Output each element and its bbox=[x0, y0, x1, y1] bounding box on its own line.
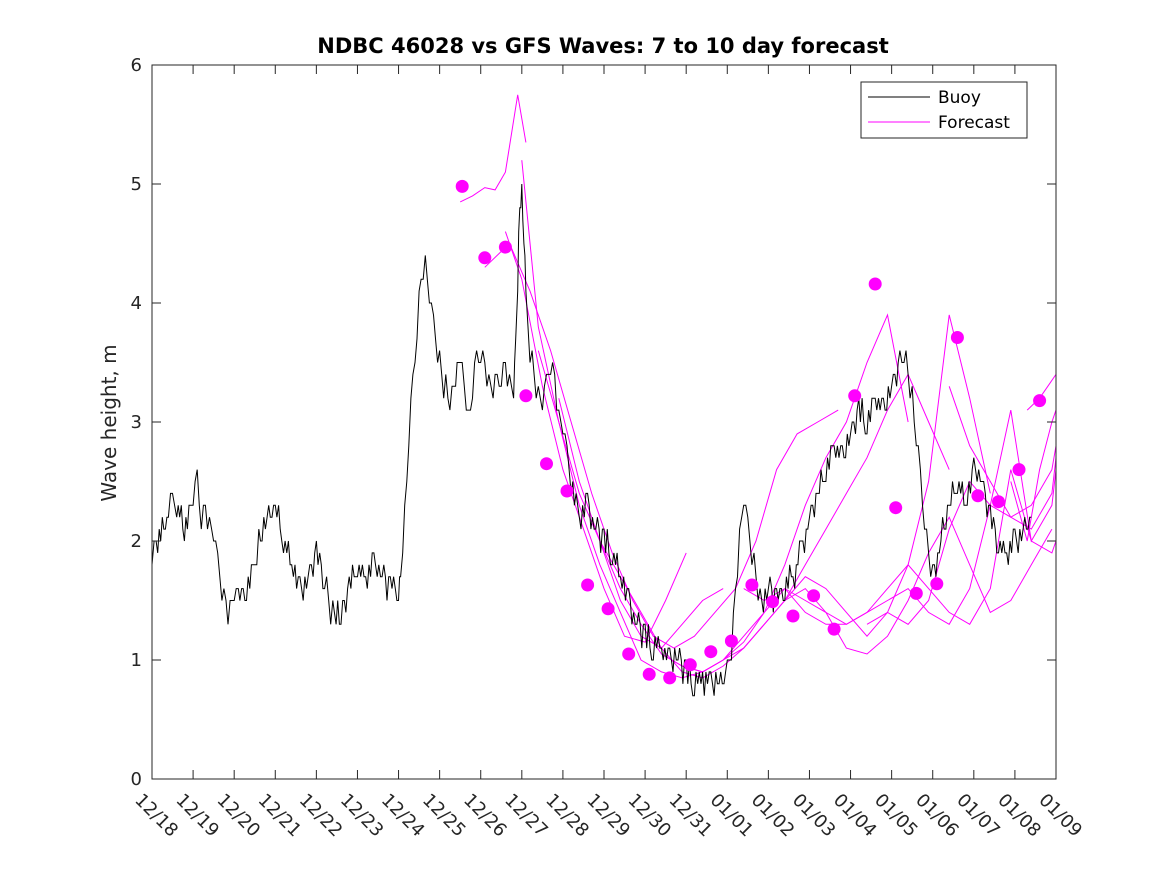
x-tick-label: 12/23 bbox=[336, 790, 388, 842]
y-tick-label: 0 bbox=[131, 769, 142, 790]
forecast-point bbox=[724, 634, 738, 648]
legend-box bbox=[860, 81, 1028, 139]
y-tick-label: 3 bbox=[131, 412, 142, 433]
forecast-line bbox=[459, 94, 527, 203]
chart-title: NDBC 46028 vs GFS Waves: 7 to 10 day for… bbox=[317, 34, 888, 58]
forecast-point bbox=[807, 589, 821, 603]
forecast-point bbox=[909, 586, 923, 600]
x-tick-label: 12/25 bbox=[418, 790, 470, 842]
series-layer bbox=[151, 94, 1057, 697]
x-tick-label: 01/07 bbox=[952, 790, 1004, 842]
forecast-point bbox=[786, 609, 800, 623]
forecast-line bbox=[1010, 409, 1057, 542]
forecast-line bbox=[743, 469, 1057, 625]
forecast-point bbox=[478, 251, 492, 265]
forecast-point bbox=[642, 667, 656, 681]
forecast-line bbox=[537, 313, 909, 679]
forecast-point bbox=[704, 645, 718, 659]
forecast-point bbox=[540, 457, 553, 471]
x-tick-label: 12/26 bbox=[459, 790, 511, 842]
x-tick-label: 01/04 bbox=[829, 790, 881, 842]
x-tick-label: 12/30 bbox=[624, 790, 676, 842]
y-axis: 0 1 2 3 4 5 6 bbox=[131, 55, 1056, 790]
forecast-point bbox=[889, 501, 903, 515]
forecast-point bbox=[868, 277, 882, 291]
forecast-point bbox=[683, 658, 697, 672]
forecast-point bbox=[745, 578, 759, 592]
x-tick-label: 01/03 bbox=[788, 790, 840, 842]
x-tick-label: 12/21 bbox=[254, 790, 306, 842]
legend-buoy-label: Buoy bbox=[938, 88, 981, 108]
forecast-point bbox=[622, 647, 636, 661]
x-tick-label: 12/28 bbox=[541, 790, 593, 842]
forecast-markers bbox=[455, 179, 1047, 685]
forecast-line bbox=[1026, 374, 1057, 411]
x-tick-label: 12/22 bbox=[295, 790, 347, 842]
plot-frame bbox=[151, 64, 1057, 780]
x-tick-label: 01/01 bbox=[706, 790, 758, 842]
x-tick-label: 12/31 bbox=[665, 790, 717, 842]
x-tick-label: 01/06 bbox=[911, 790, 963, 842]
forecast-point bbox=[827, 622, 841, 636]
forecast-point bbox=[455, 179, 469, 193]
buoy-line bbox=[151, 183, 1032, 697]
legend: Buoy Forecast bbox=[860, 81, 1028, 139]
forecast-line bbox=[599, 314, 991, 679]
y-tick-label: 6 bbox=[131, 55, 142, 76]
forecast-point bbox=[848, 389, 862, 403]
forecast-line bbox=[661, 516, 1053, 673]
forecast-point bbox=[930, 577, 944, 591]
x-tick-label: 12/27 bbox=[500, 790, 552, 842]
forecast-point bbox=[663, 671, 677, 685]
forecast-line bbox=[521, 160, 724, 649]
forecast-point bbox=[766, 595, 779, 609]
forecast-line bbox=[784, 409, 1057, 625]
x-tick-label: 12/18 bbox=[130, 790, 182, 842]
x-tick-label: 01/08 bbox=[993, 790, 1045, 842]
y-tick-label: 2 bbox=[131, 531, 142, 552]
y-axis-label: Wave height, m bbox=[97, 344, 121, 501]
x-tick-label: 01/05 bbox=[870, 790, 922, 842]
forecast-point bbox=[560, 484, 574, 498]
x-tick-label: 12/24 bbox=[377, 790, 429, 842]
x-tick-label: 01/02 bbox=[747, 790, 799, 842]
y-tick-label: 1 bbox=[131, 650, 142, 671]
forecast-point bbox=[1012, 463, 1026, 477]
forecast-point bbox=[601, 602, 615, 616]
x-tick-label: 12/19 bbox=[172, 790, 224, 842]
forecast-point bbox=[971, 489, 985, 503]
forecast-point bbox=[950, 331, 964, 344]
forecast-point bbox=[498, 240, 512, 254]
y-tick-label: 4 bbox=[131, 293, 142, 314]
forecast-line bbox=[504, 231, 687, 643]
forecast-point bbox=[992, 495, 1005, 509]
forecast-line bbox=[866, 457, 1057, 625]
forecast-point bbox=[1033, 394, 1047, 408]
x-tick-label: 01/09 bbox=[1034, 790, 1086, 842]
forecast-point bbox=[581, 578, 595, 592]
y-tick-label: 5 bbox=[131, 174, 142, 195]
x-axis: 12/1812/1912/2012/2112/2212/2312/2412/25… bbox=[130, 65, 1086, 841]
x-tick-label: 12/20 bbox=[213, 790, 265, 842]
forecast-line bbox=[948, 386, 1057, 518]
legend-forecast-label: Forecast bbox=[938, 113, 1010, 133]
x-tick-label: 12/29 bbox=[582, 790, 634, 842]
forecast-point bbox=[519, 389, 533, 403]
forecast-line bbox=[484, 242, 839, 649]
